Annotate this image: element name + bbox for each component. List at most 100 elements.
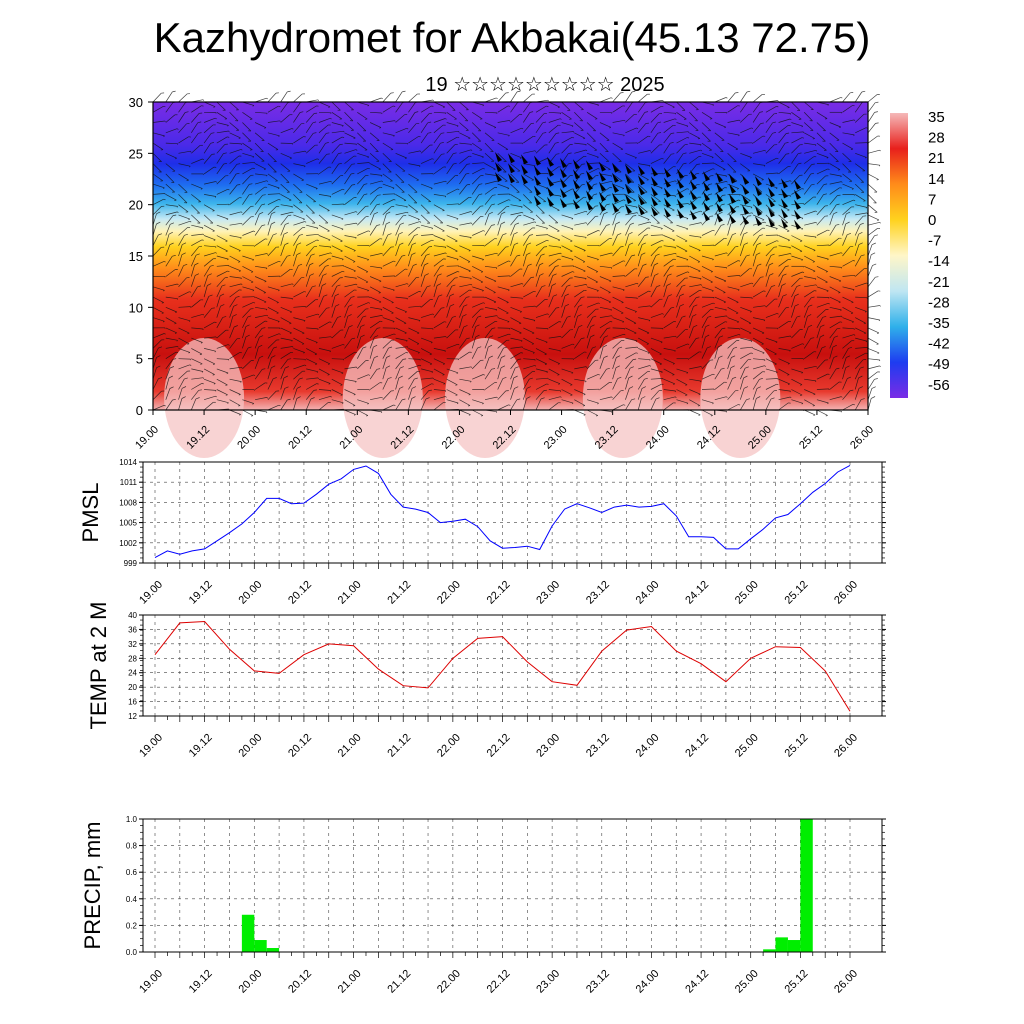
x-tick-label: 25.00: [733, 732, 761, 760]
x-tick-label: 20.12: [286, 579, 314, 607]
y-tick-label: 16: [128, 698, 137, 707]
y-tick-label: 1.0: [126, 815, 138, 824]
x-tick-label: 22.12: [485, 968, 513, 996]
y-tick-label: 5: [136, 352, 143, 367]
y-tick-label: 1014: [119, 458, 137, 467]
x-tick-label: 23.12: [584, 968, 612, 996]
x-tick-label: 19.00: [137, 579, 165, 607]
colorbar-label: -42: [928, 336, 950, 353]
x-tick-label: 21.12: [385, 579, 413, 607]
colorbar-label: 28: [928, 130, 945, 147]
x-tick-label: 21.12: [385, 732, 413, 760]
precip-bar: [800, 819, 813, 952]
page-subtitle: 19 ☆☆☆☆☆☆☆☆☆ 2025: [425, 74, 665, 96]
y-axis-label: PMSL: [78, 483, 103, 543]
y-tick-label: 0.8: [126, 842, 138, 851]
y-tick-label: 0.0: [126, 948, 138, 957]
x-tick-label: 23.12: [584, 579, 612, 607]
grid-lines: [143, 614, 882, 717]
y-tick-label: 999: [124, 559, 138, 568]
x-tick-label: 22.00: [435, 579, 463, 607]
grid-lines: [143, 818, 882, 953]
x-tick-label: 26.00: [832, 579, 860, 607]
x-tick-label: 26.00: [832, 968, 860, 996]
x-tick-label: 24.00: [634, 579, 662, 607]
colorbar-label: -35: [928, 315, 950, 332]
y-tick-label: 15: [129, 249, 143, 264]
x-tick-label: 19.12: [187, 732, 215, 760]
y-axis-label: TEMP at 2 M: [86, 602, 111, 730]
x-tick-label: 24.12: [683, 579, 711, 607]
x-tick-label: 24.12: [683, 732, 711, 760]
y-tick-label: 20: [129, 198, 143, 213]
x-tick-label: 22.00: [435, 732, 463, 760]
x-tick-label: 26.00: [832, 732, 860, 760]
x-tick-label: 25.12: [783, 732, 811, 760]
x-tick-label: 25.12: [783, 968, 811, 996]
y-tick-label: 36: [128, 625, 137, 634]
x-tick-label: 23.12: [584, 732, 612, 760]
x-tick-label: 25.12: [797, 424, 825, 452]
x-tick-label: 21.00: [336, 968, 364, 996]
colorbar-label: 35: [928, 109, 945, 126]
x-tick-label: 20.12: [286, 732, 314, 760]
minor-ticks: [140, 818, 885, 958]
x-tick-label: 20.00: [236, 968, 264, 996]
precip-bar: [266, 948, 280, 952]
y-tick-label: 28: [128, 654, 137, 663]
x-tick-label: 25.00: [733, 579, 761, 607]
y-tick-label: 1002: [119, 539, 137, 548]
minor-ticks: [140, 614, 885, 722]
x-tick-label: 22.00: [435, 968, 463, 996]
series-line: [154, 464, 851, 559]
x-tick-label: 23.00: [534, 732, 562, 760]
x-tick-label: 24.12: [683, 968, 711, 996]
y-tick-label: 1011: [120, 478, 138, 487]
x-tick-label: 19.00: [133, 424, 161, 452]
y-tick-label: 20: [128, 683, 137, 692]
x-tick-label: 25.00: [733, 968, 761, 996]
y-tick-label: 40: [128, 611, 137, 620]
x-tick-label: 20.00: [235, 424, 263, 452]
x-tick-label: 21.00: [336, 579, 364, 607]
y-tick-label: 12: [128, 712, 137, 721]
colorbar-label: 7: [928, 191, 936, 208]
colorbar-label: -56: [928, 377, 950, 394]
x-tick-label: 19.00: [137, 732, 165, 760]
y-tick-label: 1005: [119, 519, 137, 528]
x-tick-label: 22.12: [485, 579, 513, 607]
x-tick-label: 21.12: [385, 968, 413, 996]
precip-bar: [241, 914, 255, 952]
x-tick-label: 23.00: [534, 579, 562, 607]
colorbar: [890, 113, 908, 398]
y-tick-label: 30: [129, 95, 143, 110]
y-tick-label: 25: [129, 146, 143, 161]
x-tick-label: 25.12: [783, 579, 811, 607]
jet-pennants: [495, 152, 801, 230]
x-tick-label: 20.12: [286, 968, 314, 996]
x-tick-label: 24.00: [634, 968, 662, 996]
page-title: Kazhydromet for Akbakai(45.13 72.75): [153, 14, 871, 61]
colorbar-label: 14: [928, 171, 945, 188]
y-tick-label: 0.4: [126, 895, 138, 904]
x-tick-label: 21.00: [336, 732, 364, 760]
x-tick-label: 19.12: [187, 968, 215, 996]
precip-bar: [763, 949, 776, 952]
minor-ticks: [140, 461, 885, 569]
x-tick-label: 20.12: [286, 424, 314, 452]
precip-bar: [787, 940, 801, 952]
warm-bubble: [164, 338, 245, 458]
x-tick-label: 20.00: [236, 579, 264, 607]
y-tick-label: 0.6: [126, 868, 138, 877]
y-tick-label: 0: [136, 403, 143, 418]
y-axis-label: PRECIP, mm: [80, 822, 105, 950]
warm-bubble: [700, 338, 781, 458]
x-tick-label: 20.00: [236, 732, 264, 760]
x-tick-label: 26.00: [848, 424, 876, 452]
y-tick-label: 0.2: [126, 921, 138, 930]
colorbar-label: -14: [928, 253, 950, 270]
precip-bar: [254, 940, 267, 952]
y-tick-label: 10: [129, 300, 143, 315]
y-tick-label: 24: [128, 669, 137, 678]
